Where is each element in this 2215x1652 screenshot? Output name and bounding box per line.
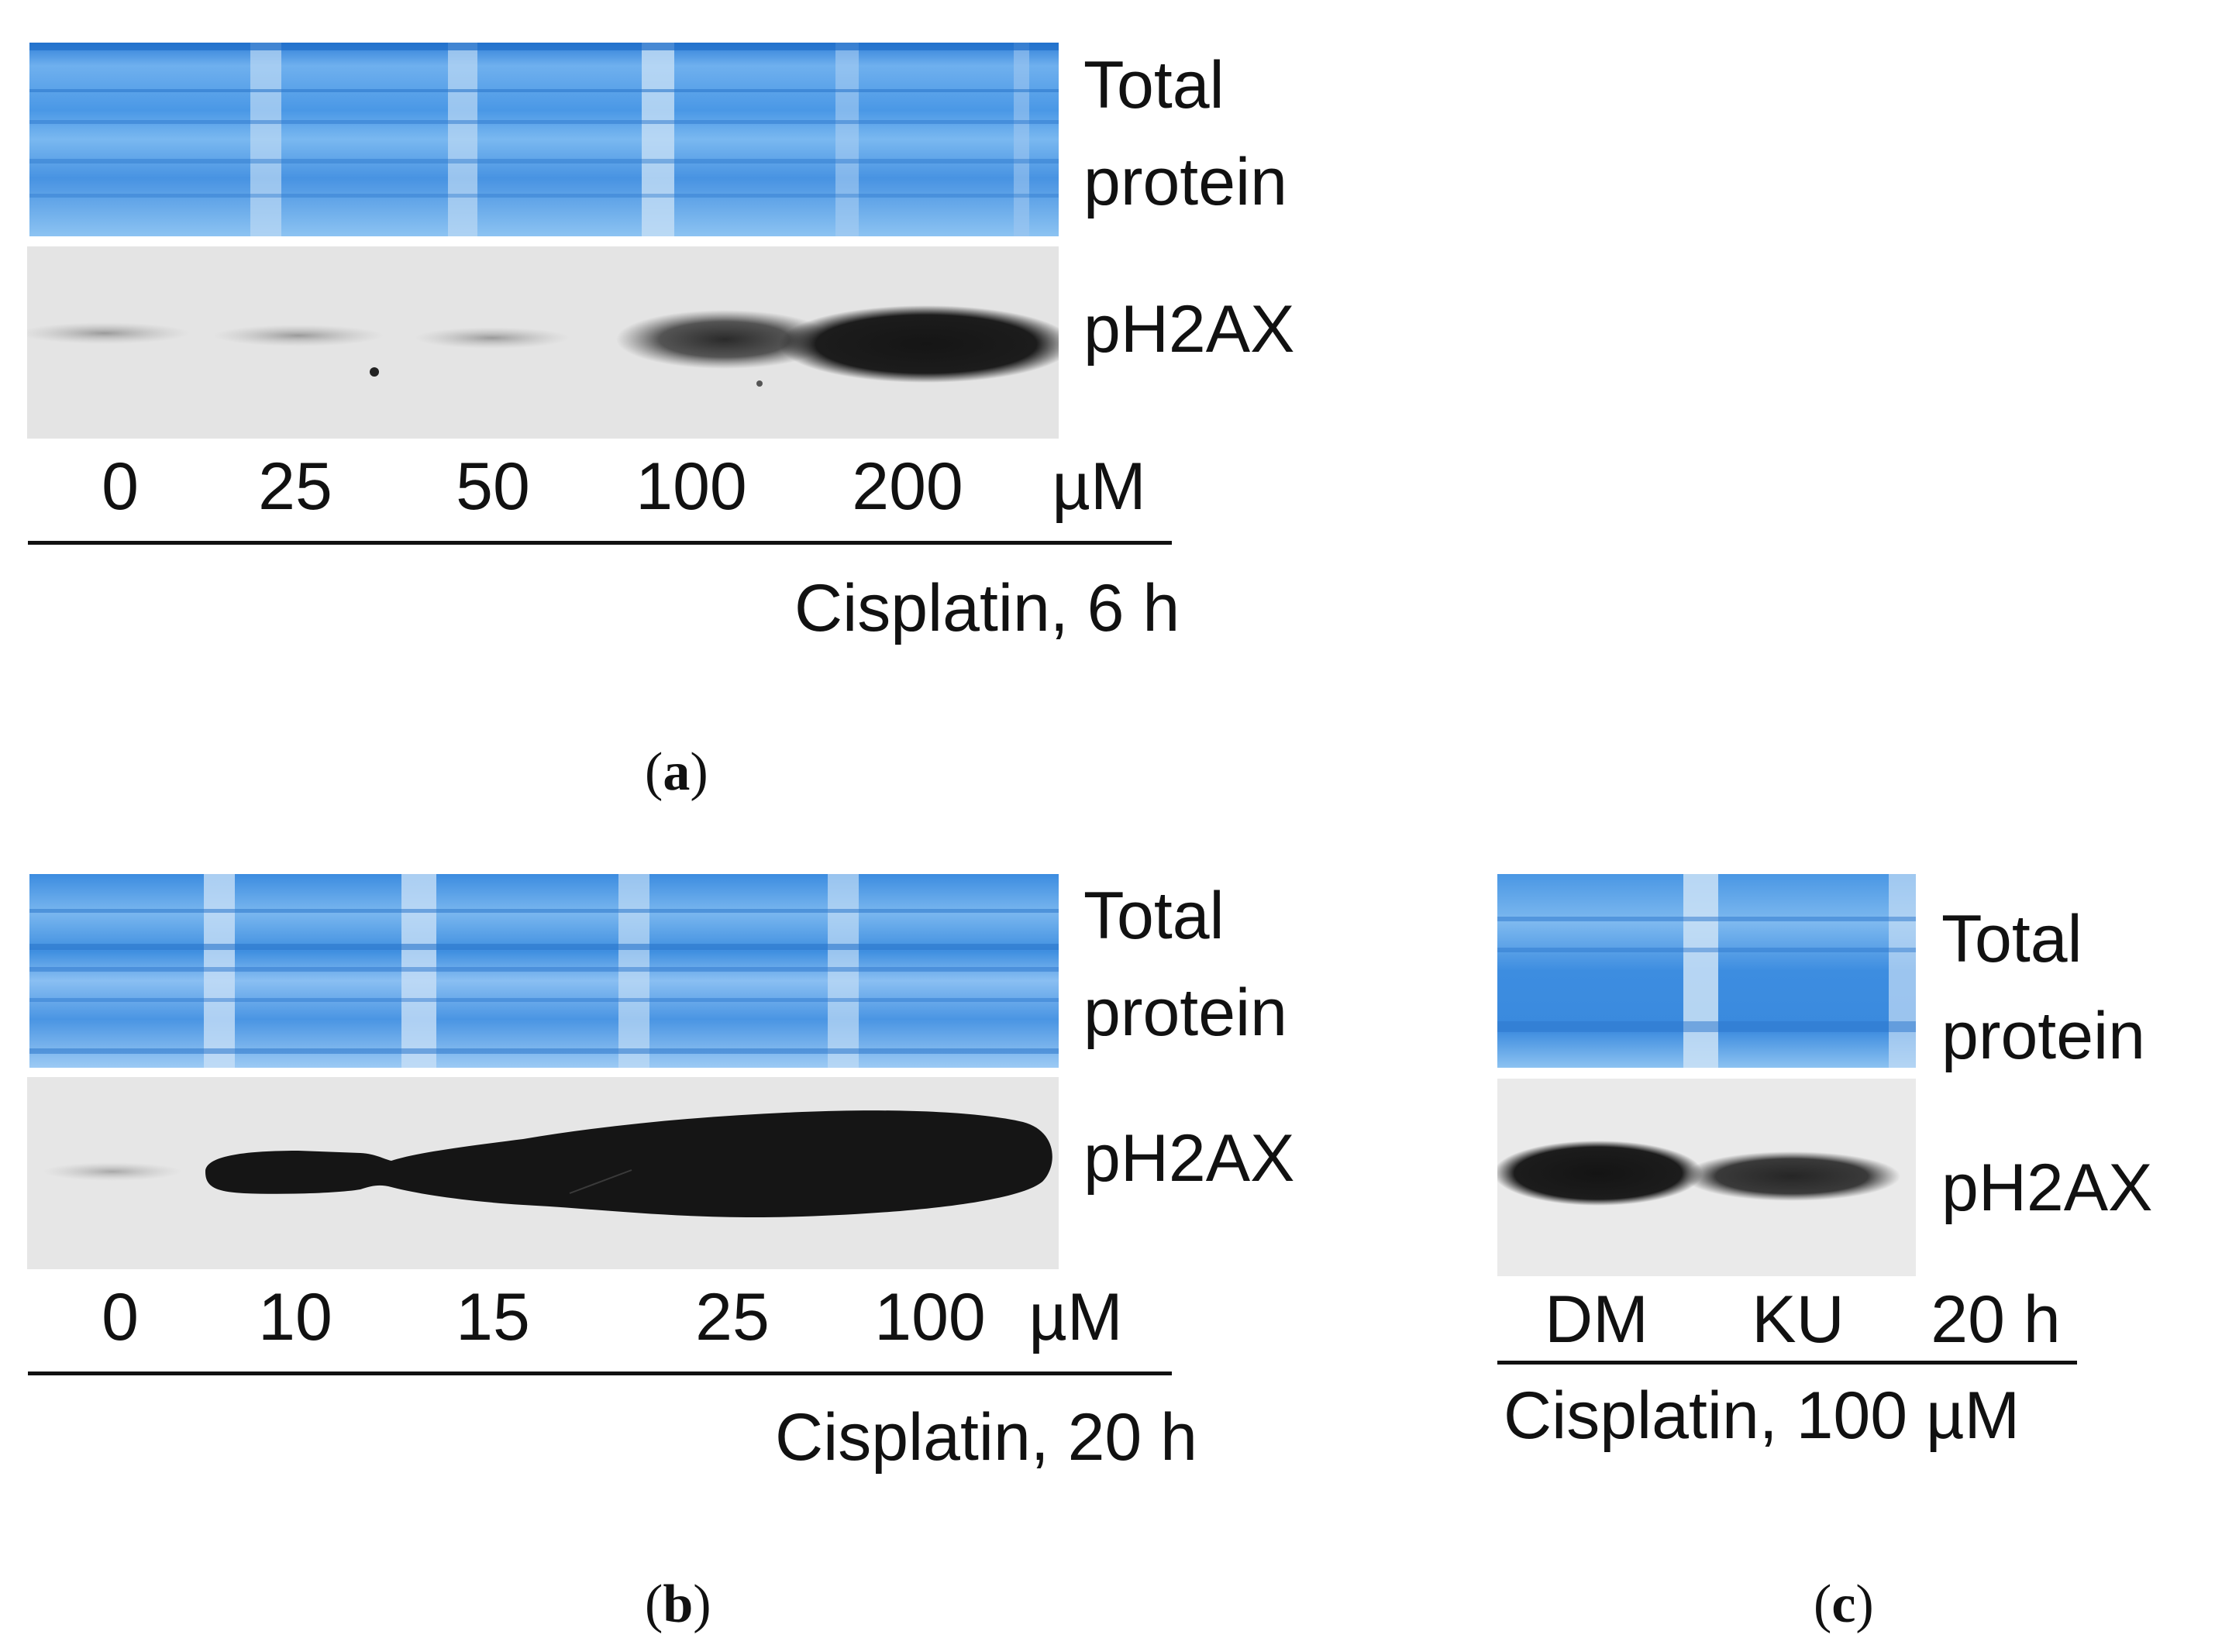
lane-label: 0 [102,449,139,524]
ph2ax-label-b: pH2AX [1083,1121,1295,1196]
time-label: 20 h [1931,1282,2061,1357]
lane-label: KU [1752,1282,1845,1357]
lane-label: DM [1545,1282,1648,1357]
lane-label: 100 [636,449,747,524]
total-protein-stain-a [29,43,1059,236]
lane-label: 50 [456,449,530,524]
total-protein-stain-c [1497,874,1916,1068]
lane-label: 25 [695,1280,770,1354]
panel-letter-b: (b) [645,1575,711,1634]
total-protein-label-b: Total protein [1083,879,1287,1050]
panel-letter-c: (c) [1814,1575,1874,1634]
lane-label: 15 [456,1280,530,1354]
condition-rule [1497,1361,2077,1365]
condition-label-a: Cisplatin, 6 h [794,571,1180,645]
lane-label: 0 [102,1280,139,1354]
unit-label: µM [1028,1280,1123,1354]
ph2ax-blot-c [1497,1079,1916,1276]
total-protein-label-c: Total protein [1941,902,2145,1073]
lane-label: 10 [258,1280,332,1354]
ph2ax-blot-b [27,1077,1059,1269]
ph2ax-label-c: pH2AX [1941,1151,2153,1225]
panel-letter-a: (a) [645,742,708,802]
lane-label: 100 [874,1280,986,1354]
condition-label-b: Cisplatin, 20 h [775,1400,1197,1475]
ph2ax-label-a: pH2AX [1083,292,1295,367]
total-protein-label-a: Total protein [1083,48,1287,219]
ph2ax-blot-a [27,246,1059,439]
lane-label: 25 [258,449,332,524]
unit-label: µM [1052,449,1146,524]
condition-rule [28,541,1172,545]
total-protein-stain-b [29,874,1059,1068]
lane-label: 200 [852,449,963,524]
condition-rule [28,1372,1172,1375]
condition-label-c: Cisplatin, 100 µM [1504,1378,2020,1453]
